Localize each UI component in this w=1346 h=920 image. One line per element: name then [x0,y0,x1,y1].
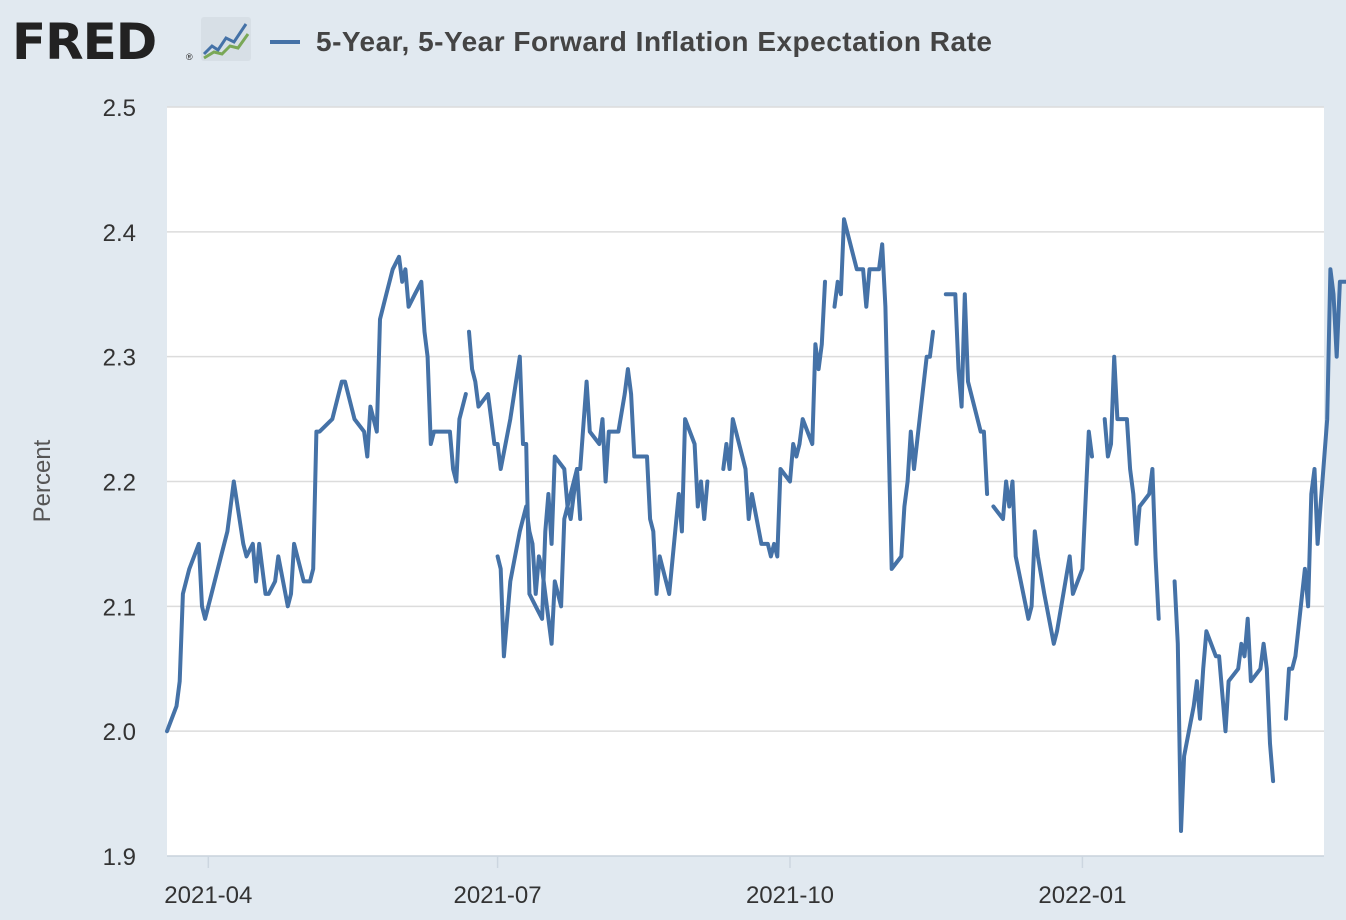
y-axis-ticks: 1.9 2.0 2.1 2.2 2.3 2.4 2.5 [103,95,136,871]
legend-series-label[interactable]: 5-Year, 5-Year Forward Inflation Expecta… [316,26,993,57]
series-line-segment[interactable] [721,279,827,559]
y-axis-label: Percent [29,439,56,522]
series-line-segment[interactable] [832,217,935,571]
y-tick-label: 2.3 [103,345,136,372]
x-tick-label: 2021-10 [746,882,834,909]
fred-logo[interactable]: FRED [12,13,157,71]
series-line-segment[interactable] [1102,354,1161,621]
y-tick-label: 2.1 [103,594,136,621]
x-tick-label: 2021-07 [454,882,542,909]
registered-mark: ® [186,52,193,62]
y-tick-label: 2.4 [103,220,136,247]
legend-swatch [270,40,300,44]
series-line-segment[interactable] [943,292,990,496]
series-line-segment[interactable] [991,429,1094,646]
y-tick-label: 2.5 [103,95,136,122]
series-line-segment[interactable] [1172,579,1276,833]
series-lines [165,217,1346,833]
series-line-segment[interactable] [165,254,468,734]
y-tick-label: 2.0 [103,719,136,746]
series-line-segment[interactable] [1283,267,1346,721]
y-tick-label: 1.9 [103,844,136,871]
legend[interactable]: 5-Year, 5-Year Forward Inflation Expecta… [270,22,992,62]
series-line-segment[interactable] [495,367,710,659]
chart-header: FRED ® 5-Year, 5-Year Forward Inflation … [0,0,1346,90]
y-tick-label: 2.2 [103,470,136,497]
x-tick-label: 2021-04 [164,882,252,909]
fred-chart-icon [201,17,251,61]
x-axis-ticks: 2021-04 2021-07 2021-10 2022-01 [164,855,1324,909]
x-tick-label: 2022-01 [1038,882,1126,909]
